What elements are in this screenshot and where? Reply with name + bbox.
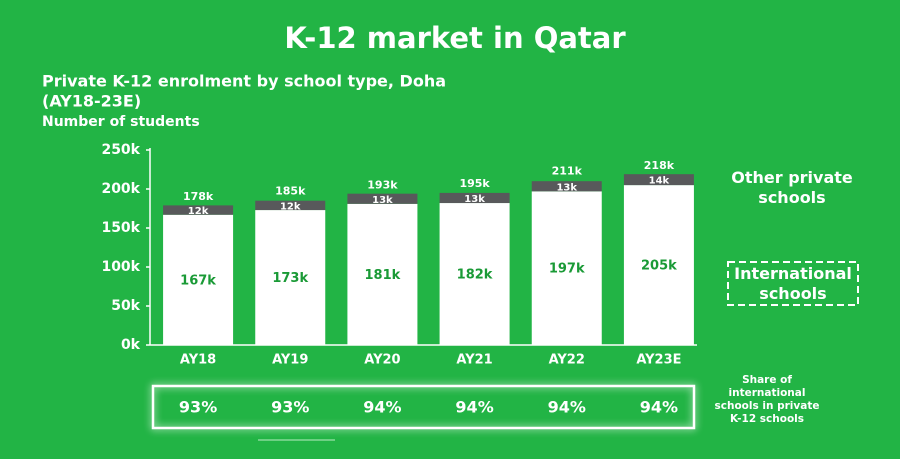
y-tick-label: 250k <box>101 142 140 158</box>
y-tick-label: 100k <box>101 259 140 275</box>
data-label: 14k <box>649 176 670 187</box>
x-tick-label: AY20 <box>364 353 400 368</box>
bar-segment <box>163 214 234 345</box>
bar-segment <box>163 205 234 215</box>
data-label: 167k <box>180 273 216 288</box>
bar-segment <box>347 193 418 204</box>
bar-segment <box>439 192 510 204</box>
y-tick-label: 200k <box>101 181 140 197</box>
x-tick-label: AY19 <box>272 353 308 368</box>
data-label: 13k <box>556 182 577 193</box>
data-label: 197k <box>549 262 585 277</box>
share-label: Share of international schools in privat… <box>714 374 820 425</box>
bar-segment <box>255 200 326 211</box>
share-value: 93% <box>271 398 309 417</box>
bar-segment <box>623 185 694 345</box>
share-value: 94% <box>548 398 586 417</box>
share-box <box>151 384 696 430</box>
data-label: 205k <box>641 259 677 274</box>
total-label: 218k <box>644 159 675 172</box>
y-tick-label: 0k <box>121 337 141 353</box>
bar-segment <box>347 203 418 345</box>
legend-label: Other private schools <box>731 168 853 207</box>
chart-title: K-12 market in Qatar <box>284 21 626 55</box>
data-label: 182k <box>457 268 493 283</box>
share-value: 94% <box>363 398 401 417</box>
subtitle: (AY18-23E) <box>42 92 141 111</box>
data-label: 12k <box>188 206 209 217</box>
subtitle: Private K-12 enrolment by school type, D… <box>42 72 446 91</box>
total-label: 185k <box>275 185 306 198</box>
bar-segment <box>255 210 326 345</box>
bar-segment <box>531 181 602 192</box>
x-tick-label: AY18 <box>180 353 216 368</box>
total-label: 193k <box>367 178 398 191</box>
y-tick-label: 150k <box>101 220 140 236</box>
y-axis-label: Number of students <box>42 114 200 130</box>
total-label: 211k <box>552 164 583 177</box>
bar-segment <box>623 174 694 186</box>
legend-box <box>727 261 859 306</box>
x-tick-label: AY21 <box>456 353 492 368</box>
share-value: 93% <box>179 398 217 417</box>
data-label: 13k <box>464 194 485 205</box>
total-label: 178k <box>183 190 214 203</box>
x-tick-label: AY22 <box>549 353 585 368</box>
total-label: 195k <box>459 177 490 190</box>
data-label: 13k <box>372 195 393 206</box>
bar-segment <box>439 203 510 345</box>
data-label: 173k <box>272 271 308 286</box>
legend-label: International schools <box>734 264 852 303</box>
x-tick-label: AY23E <box>636 353 681 368</box>
y-tick-label: 50k <box>111 298 140 314</box>
share-value: 94% <box>640 398 678 417</box>
share-value: 94% <box>455 398 493 417</box>
bar-segment <box>531 191 602 345</box>
data-label: 12k <box>280 201 301 212</box>
data-label: 181k <box>365 268 401 283</box>
